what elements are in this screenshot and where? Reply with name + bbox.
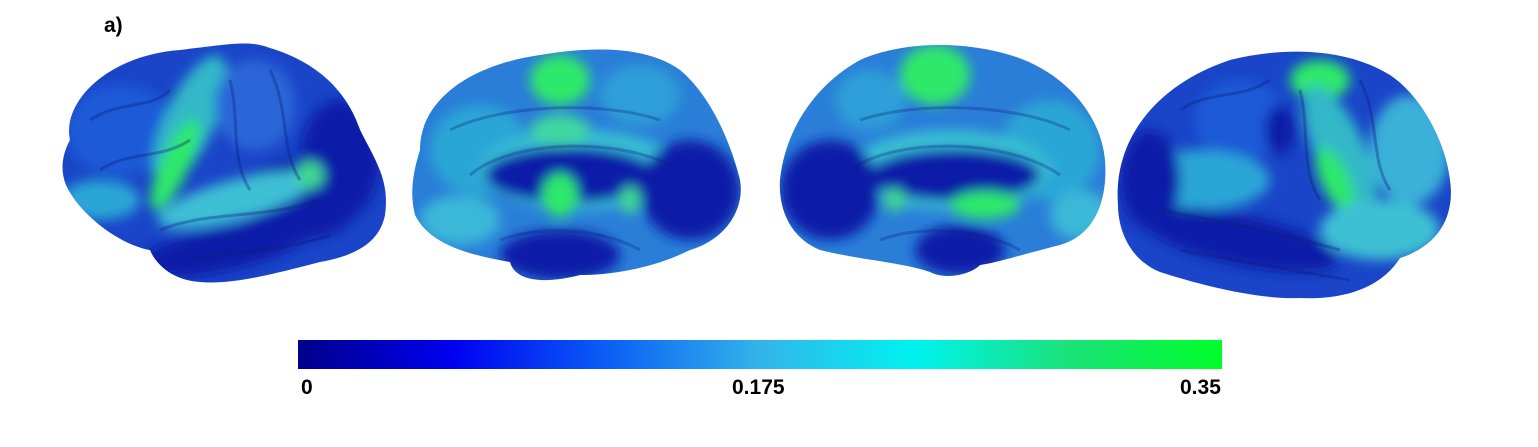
brain-surface-views: [0, 0, 1538, 320]
brain-view-right-lateral: [1110, 40, 1460, 305]
colorbar-mid-label: 0.175: [732, 376, 785, 400]
colorbar-min-label: 0: [301, 376, 313, 400]
colorbar-max-label: 0.35: [1180, 376, 1221, 400]
brain-view-left-lateral: [55, 40, 395, 290]
brain-view-right-medial: [770, 35, 1115, 285]
brain-view-left-medial: [405, 40, 750, 290]
colorbar: [298, 340, 1222, 369]
